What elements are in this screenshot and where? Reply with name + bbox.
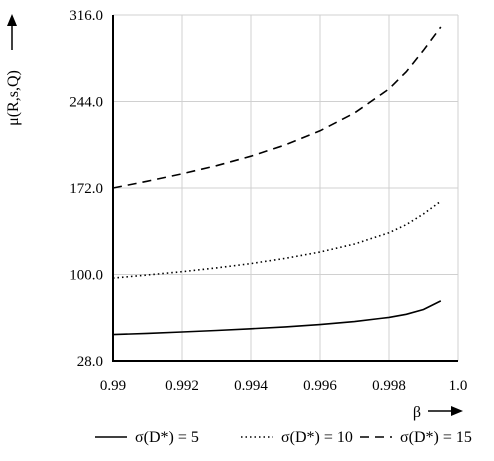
- y-tick-label: 244.0: [69, 95, 103, 111]
- y-tick-label: 172.0: [69, 181, 103, 197]
- series-line-2: [112, 200, 442, 279]
- tick-labels: 0.99 0.992 0.994 0.996 0.998 1.0 28.0 100.0 172.…: [69, 8, 467, 394]
- legend-label-2: σ(D*) = 10: [281, 429, 353, 446]
- y-tick-label: 100.0: [69, 268, 103, 284]
- x-tick-label: 0.998: [372, 378, 406, 394]
- x-axis-arrow-icon: [428, 406, 463, 416]
- series-lines: [112, 26, 442, 336]
- series-line-1: [112, 300, 442, 336]
- x-tick-label: 0.994: [234, 378, 268, 394]
- y-tick-label: 316.0: [69, 8, 103, 24]
- y-axis-arrow-icon: [7, 14, 17, 50]
- legend-label-3: σ(D*) = 15: [400, 429, 472, 446]
- axes: [112, 15, 458, 362]
- y-tick-label: 28.0: [77, 354, 103, 370]
- legend-label-1: σ(D*) = 5: [135, 429, 199, 446]
- x-tick-label: 0.99: [100, 378, 126, 394]
- y-axis-title: μ(R,s,Q): [5, 70, 22, 126]
- x-tick-label: 0.996: [303, 378, 337, 394]
- series-line-3: [112, 26, 442, 189]
- x-tick-label: 0.992: [165, 378, 199, 394]
- x-axis-title: β: [413, 404, 421, 421]
- gridlines: [113, 14, 459, 361]
- x-tick-label: 1.0: [449, 378, 468, 394]
- legend: σ(D*) = 5 σ(D*) = 10 σ(D*) = 15: [95, 429, 472, 446]
